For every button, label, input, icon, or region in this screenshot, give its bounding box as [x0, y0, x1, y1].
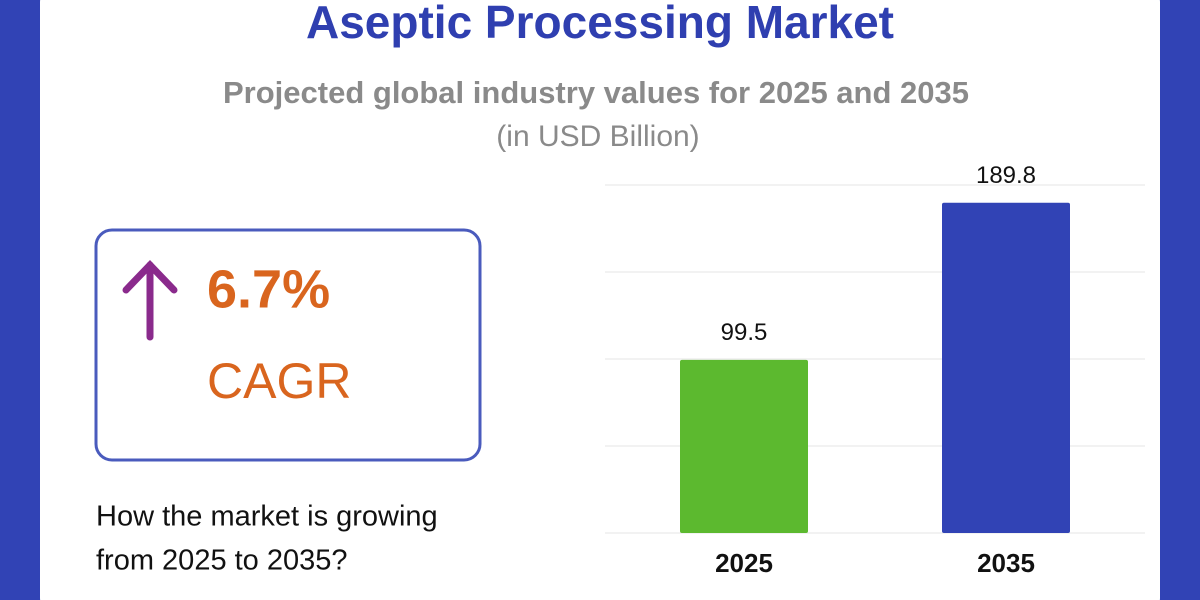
title: Aseptic Processing Market — [306, 0, 894, 48]
bar — [680, 359, 808, 533]
question-line: How the market is growing — [96, 501, 438, 533]
x-tick-label: 2025 — [715, 548, 773, 578]
cagr-box — [94, 228, 482, 462]
x-tick-label: 2035 — [977, 548, 1035, 578]
up-arrow — [122, 259, 178, 341]
value-label: 99.5 — [721, 319, 768, 346]
subtitle: Projected global industry values for 202… — [223, 75, 969, 110]
bar — [942, 202, 1070, 534]
question-line: from 2025 to 2035? — [96, 545, 348, 577]
value-label: 189.8 — [976, 162, 1036, 189]
cagr-label: CAGR — [207, 353, 351, 409]
cagr-value: 6.7% — [207, 259, 330, 319]
unit-label: (in USD Billion) — [496, 120, 699, 153]
